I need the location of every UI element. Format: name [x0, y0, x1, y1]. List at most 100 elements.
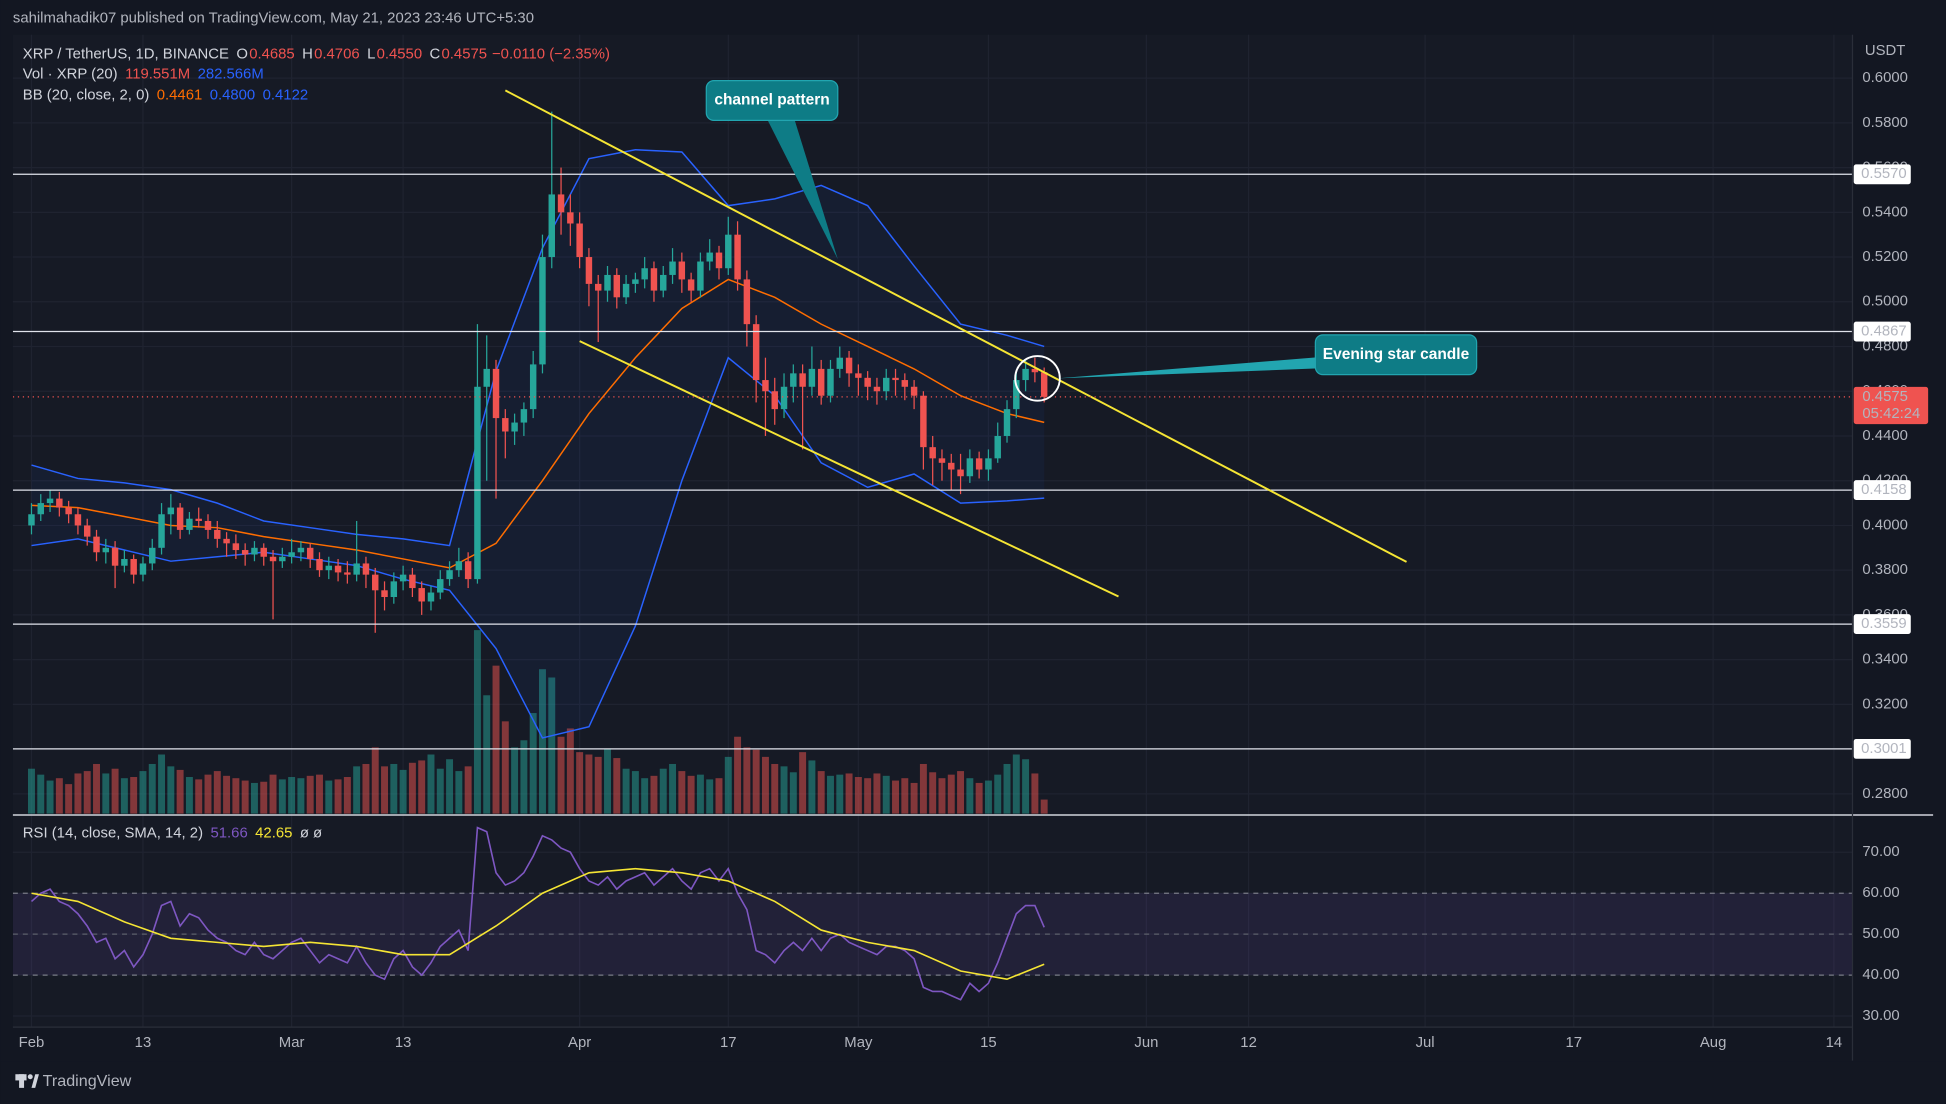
rsi-ma-line	[31, 867, 1045, 981]
level-label: 0.3001	[1861, 741, 1907, 757]
volume-bar	[892, 780, 899, 814]
volume-bar	[362, 763, 370, 814]
candle-body	[743, 279, 751, 325]
candle-body	[464, 561, 472, 580]
x-tick-label: Jun	[1134, 1035, 1158, 1051]
candle-body	[111, 547, 119, 566]
annotation-text: Evening star candle	[1323, 346, 1470, 363]
footer	[0, 1061, 1946, 1104]
candle-body	[232, 543, 240, 551]
legend-item: 0.4685	[249, 47, 294, 63]
level-label: 0.3559	[1861, 616, 1907, 632]
candle-body	[567, 212, 574, 224]
level-tag	[1853, 164, 1911, 185]
candle-body	[938, 458, 946, 463]
volume-bar	[390, 763, 398, 814]
candle-body	[817, 368, 825, 396]
legend-line: RSI (14, close, SMA, 14, 2) 51.66 42.65 ø ø	[23, 826, 322, 842]
logo-part	[31, 1074, 39, 1088]
legend-item: Vol · XRP (20)	[23, 66, 118, 82]
candle-body	[827, 368, 834, 396]
volume-bar	[55, 778, 63, 814]
volume-bar	[492, 665, 500, 814]
candle-body	[474, 386, 481, 580]
volume-bar	[1022, 759, 1030, 814]
rsi-line	[30, 826, 1045, 1001]
legend-line: Vol · XRP (20) 119.551M 282.566M	[23, 66, 264, 82]
candle-body	[288, 552, 295, 557]
candle-body	[427, 592, 435, 602]
candle-body	[622, 283, 630, 298]
candle-body	[799, 373, 806, 387]
candle-body	[585, 257, 593, 284]
volume-bar	[984, 780, 992, 814]
legend-item: BB (20, close, 2, 0)	[23, 87, 150, 103]
candle-body	[93, 536, 100, 553]
volume-bar	[464, 766, 472, 814]
y-tick-label: 0.5000	[1862, 294, 1908, 310]
candle-body	[334, 565, 342, 573]
price-pane	[12, 89, 1853, 814]
volume-bar	[947, 774, 955, 814]
candle-body	[344, 572, 351, 575]
candle-body	[102, 547, 110, 553]
volume-bar	[873, 773, 881, 814]
candle-body	[966, 458, 974, 477]
volume-bar	[111, 768, 119, 814]
candle-body	[409, 574, 416, 589]
volume-bar	[938, 778, 946, 814]
volume-bar	[799, 752, 807, 814]
candle-body	[1003, 409, 1011, 436]
candle-body	[74, 514, 82, 526]
bb-lower	[31, 356, 1045, 739]
volume-bar	[455, 771, 463, 814]
volume-bar	[93, 763, 100, 814]
x-tick-label: Feb	[19, 1035, 45, 1051]
volume-bar	[46, 780, 54, 814]
volume-bar	[381, 766, 388, 814]
candle-body	[520, 409, 528, 423]
last-price-tag	[1853, 386, 1929, 425]
logo-part	[27, 1074, 33, 1080]
candle-body	[176, 507, 184, 530]
volume-bar	[316, 774, 323, 814]
rsi-tick-label: 60.00	[1862, 885, 1899, 901]
candle-body	[372, 574, 379, 591]
legend-item: ø ø	[300, 826, 322, 842]
last-price-label: 0.4575	[1862, 389, 1908, 405]
y-tick-label: 0.3400	[1862, 652, 1908, 668]
candle-body	[864, 377, 871, 387]
rsi-band	[12, 893, 1853, 976]
volume-bar	[241, 780, 249, 814]
x-tick-label: Aug	[1700, 1035, 1726, 1051]
volume-bar	[232, 778, 240, 814]
legend-item: O	[236, 47, 248, 63]
plot-area	[12, 34, 1853, 1028]
candle-body	[325, 565, 333, 571]
candle-body	[910, 386, 918, 396]
volume-bar	[288, 777, 296, 814]
candle-body	[529, 364, 537, 410]
candle-body	[1022, 368, 1029, 381]
legend-item: L	[367, 47, 375, 63]
legend-item: 0.4122	[263, 87, 309, 103]
y-tick-label: 0.5400	[1862, 204, 1908, 220]
y-unit: USDT	[1865, 43, 1905, 59]
countdown: 05:42:24	[1862, 406, 1920, 422]
candle-body	[56, 498, 63, 508]
volume-bar	[343, 777, 351, 814]
volume-bar	[919, 763, 927, 814]
x-tick-label: 13	[395, 1035, 412, 1051]
candle-body	[576, 223, 583, 258]
volume-bar	[501, 721, 509, 814]
volume-bar	[743, 747, 751, 814]
candle-body	[483, 368, 490, 387]
volume-bar	[399, 769, 407, 814]
volume-bar	[408, 762, 416, 814]
candle-body	[130, 558, 137, 575]
legend-item: 0.4461	[157, 87, 203, 103]
volume-bar	[548, 677, 556, 814]
level-label: 0.4867	[1861, 323, 1907, 339]
candle-body	[362, 563, 370, 575]
x-tick-label: 14	[1826, 1035, 1843, 1051]
